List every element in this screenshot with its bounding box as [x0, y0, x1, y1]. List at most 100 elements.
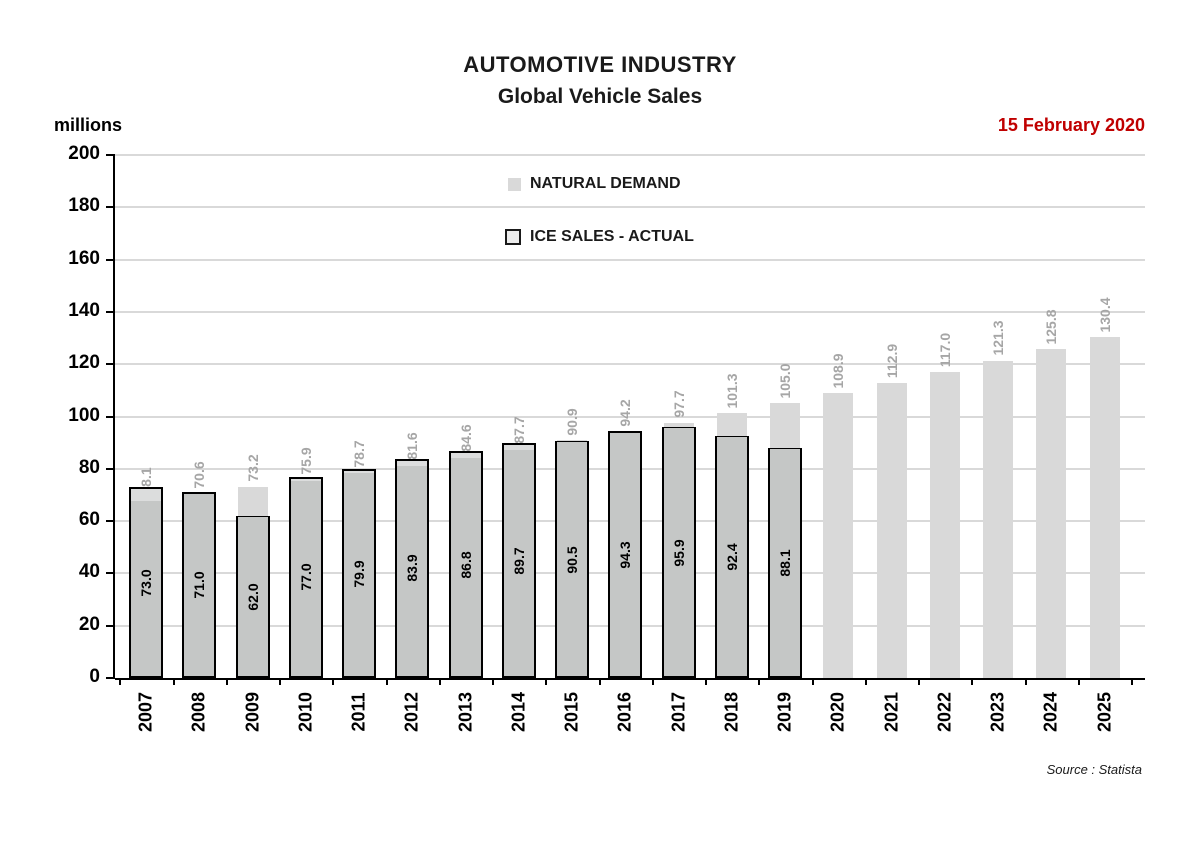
- y-axis-tick-label: 20: [78, 613, 100, 635]
- gridline: [115, 415, 1145, 418]
- y-axis-tick-label: 40: [78, 561, 100, 583]
- y-axis-tick-label: 160: [68, 247, 100, 269]
- gridline: [115, 258, 1145, 261]
- bar-ice-overlap-shade: [610, 432, 641, 676]
- bar-ice-overlap-shade: [184, 494, 215, 676]
- x-axis-tick: [172, 680, 175, 685]
- y-axis-tick-label: 60: [78, 509, 100, 531]
- bar-natural-demand: [823, 393, 854, 678]
- x-axis-tick: [811, 680, 814, 685]
- y-axis-tick: [106, 572, 113, 575]
- bar-natural-demand: [1089, 337, 1120, 678]
- x-axis-label: 2024: [1040, 691, 1061, 733]
- bar-natural-demand: [1036, 349, 1067, 678]
- x-axis-tick: [119, 680, 122, 685]
- bar-ice-overlap-shade: [716, 437, 747, 676]
- bar-natural-demand: [876, 382, 907, 678]
- x-axis-tick: [705, 680, 708, 685]
- chart-subtitle: Global Vehicle Sales: [497, 85, 703, 108]
- value-label-natural-demand: 78.7: [351, 440, 367, 468]
- x-axis-label: 2014: [508, 691, 529, 733]
- y-axis-unit-label: millions: [54, 115, 123, 135]
- y-axis-tick-label: 120: [68, 352, 100, 374]
- value-label-ice: 88.1: [777, 549, 793, 577]
- value-label-ice: 86.8: [457, 550, 474, 579]
- y-axis-tick-label: 100: [68, 404, 100, 426]
- legend-item-natural-demand: NATURAL DEMAND: [508, 175, 681, 193]
- y-axis-tick-label: 200: [68, 143, 100, 164]
- x-axis-tick: [545, 680, 548, 685]
- report-date: 15 February 2020: [997, 115, 1145, 135]
- x-axis-label: 2011: [348, 691, 369, 732]
- value-label-natural-demand: 81.6: [404, 432, 421, 460]
- value-label-ice: 92.4: [723, 543, 740, 571]
- value-label-natural-demand: 90.9: [564, 408, 580, 436]
- value-label-ice: 77.0: [297, 563, 314, 591]
- bar-ice-actual: [608, 431, 643, 678]
- x-axis-label: 2023: [987, 691, 1008, 733]
- value-label-natural-demand: 73.2: [244, 454, 261, 482]
- value-label-natural-demand: 75.9: [297, 447, 314, 475]
- bar-ice-actual: [714, 436, 749, 678]
- value-label-natural-demand: 84.6: [457, 424, 474, 452]
- gridline: [115, 206, 1145, 209]
- bar-ice-actual: [288, 476, 323, 678]
- value-label-natural-demand: 87.7: [510, 416, 527, 444]
- bar-ice-overlap-shade: [397, 465, 428, 676]
- gridline: [115, 363, 1145, 366]
- bar-ice-overlap-shade: [770, 448, 800, 676]
- gridline: [115, 310, 1145, 313]
- x-axis-tick: [918, 680, 921, 685]
- value-label-ice: 94.3: [617, 541, 634, 569]
- bar-ice-overlap-shade: [237, 516, 268, 676]
- y-axis-tick-label: 80: [78, 456, 100, 478]
- legend-item-ice-sales: ICE SALES - ACTUAL: [505, 228, 694, 246]
- x-axis-tick: [971, 680, 974, 685]
- x-axis-tick: [438, 680, 441, 685]
- value-label-natural-demand: 125.8: [1043, 309, 1060, 345]
- bar-ice-overlap-shade: [344, 473, 374, 676]
- x-axis-line: [115, 678, 1145, 680]
- x-axis-tick: [1131, 680, 1134, 685]
- value-label-ice: 89.7: [510, 547, 527, 575]
- x-axis-tick: [864, 680, 867, 685]
- bar-ice-overlap-shade: [663, 428, 694, 676]
- x-axis-label: 2012: [401, 691, 422, 733]
- source-note: Source : Statista: [1046, 762, 1142, 777]
- gridline: [115, 154, 1145, 156]
- x-axis-tick: [332, 680, 335, 685]
- value-label-ice: 90.5: [564, 546, 580, 574]
- x-axis-label: 2010: [295, 691, 316, 733]
- x-axis-label: 2022: [934, 691, 955, 733]
- bar-ice-overlap-shade: [131, 500, 161, 676]
- y-axis-tick: [106, 677, 113, 679]
- x-axis-tick: [598, 680, 601, 685]
- value-label-ice: 73.0: [138, 568, 154, 597]
- x-axis-tick: [758, 680, 761, 685]
- bar-ice-actual: [448, 451, 483, 678]
- y-axis-tick-label: 140: [68, 299, 100, 321]
- x-axis-tick: [1077, 680, 1080, 685]
- legend-swatch-ice-sales-icon: [505, 229, 521, 245]
- x-axis-label: 2021: [881, 691, 901, 733]
- bar-ice-overlap-shade: [450, 457, 481, 676]
- x-axis-label: 2008: [188, 691, 209, 733]
- y-axis-tick: [106, 624, 113, 627]
- x-axis-label: 2019: [774, 691, 795, 733]
- bar-ice-actual: [342, 469, 376, 678]
- y-axis-tick: [106, 154, 113, 156]
- bar-ice-actual: [661, 427, 696, 678]
- x-axis-label: 2017: [668, 691, 688, 733]
- y-axis-tick: [106, 206, 113, 209]
- x-axis-tick: [1024, 680, 1027, 685]
- value-label-ice: 71.0: [191, 571, 208, 599]
- value-label-natural-demand: 94.2: [617, 399, 634, 427]
- y-axis-tick: [106, 310, 113, 313]
- y-axis-tick-label: 180: [68, 195, 100, 217]
- x-axis-label: 2015: [561, 691, 582, 733]
- bar-ice-overlap-shade: [557, 442, 587, 676]
- bar-ice-actual: [129, 487, 163, 678]
- x-axis-label: 2016: [614, 691, 635, 733]
